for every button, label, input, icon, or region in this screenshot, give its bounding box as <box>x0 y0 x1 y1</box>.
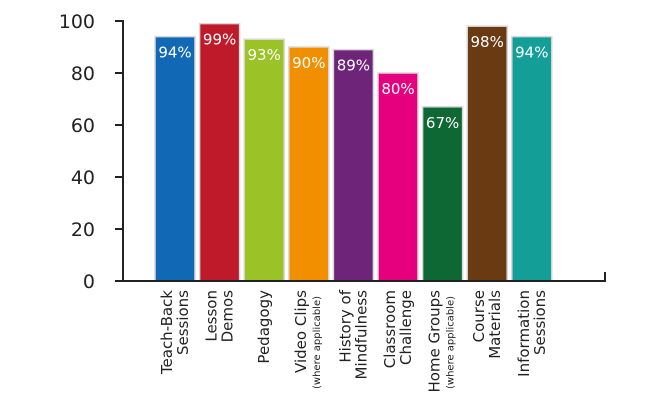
data-label: 99% <box>203 31 236 49</box>
data-label: 80% <box>381 80 414 98</box>
category-label-line: Mindfulness <box>352 290 370 380</box>
bar <box>332 48 375 282</box>
y-tick-label: 80 <box>71 63 95 85</box>
data-label: 93% <box>248 46 281 64</box>
category-label-line: Challenge <box>397 290 415 365</box>
category-label-line: Video Clips <box>292 290 310 373</box>
category-label-line: Pedagogy <box>255 290 273 364</box>
y-tick-label: 0 <box>83 271 95 293</box>
category-label-line: Lesson <box>203 290 221 342</box>
bar <box>511 35 553 282</box>
data-label: 94% <box>515 44 548 62</box>
category-label: Home Groups (where applicable) <box>426 290 457 393</box>
category-label-line: Home Groups <box>426 290 444 393</box>
category-label-line: Sessions <box>174 290 192 355</box>
data-label: 98% <box>471 33 504 51</box>
y-tick-label: 20 <box>71 219 95 241</box>
data-label: 67% <box>426 114 459 132</box>
y-tick-label: 60 <box>71 115 95 137</box>
bars <box>154 22 553 282</box>
category-label-line: Teach-Back <box>158 290 176 375</box>
category-label-line: Materials <box>486 290 504 359</box>
bar <box>154 35 196 282</box>
y-axis-ticks: 0 20 40 60 80 100 <box>59 11 123 293</box>
category-label-line: History of <box>336 289 354 362</box>
bar <box>198 22 241 282</box>
category-label-line: Information <box>515 290 533 377</box>
data-label: 89% <box>337 57 370 75</box>
data-labels: 94% 99% 93% 90% 89% 80% 67% 98% 94% <box>158 31 548 132</box>
category-label: Video Clips (where applicable) <box>292 290 323 389</box>
bar <box>377 72 419 282</box>
category-label-note: (where applicable) <box>446 296 457 389</box>
bar <box>466 25 508 282</box>
y-tick-label: 40 <box>71 167 95 189</box>
category-label-line: Sessions <box>531 290 549 355</box>
category-label-line: Demos <box>219 290 237 343</box>
category-label-line: Classroom <box>381 290 399 368</box>
data-label: 94% <box>158 44 191 62</box>
category-label-line: Course <box>470 290 488 342</box>
bar <box>288 46 330 282</box>
bar <box>421 106 464 282</box>
data-label: 90% <box>292 54 325 72</box>
category-label-note: (where applicable) <box>312 296 323 389</box>
category-label: Pedagogy <box>255 290 273 364</box>
y-tick-label: 100 <box>59 11 95 33</box>
bar <box>243 38 285 282</box>
